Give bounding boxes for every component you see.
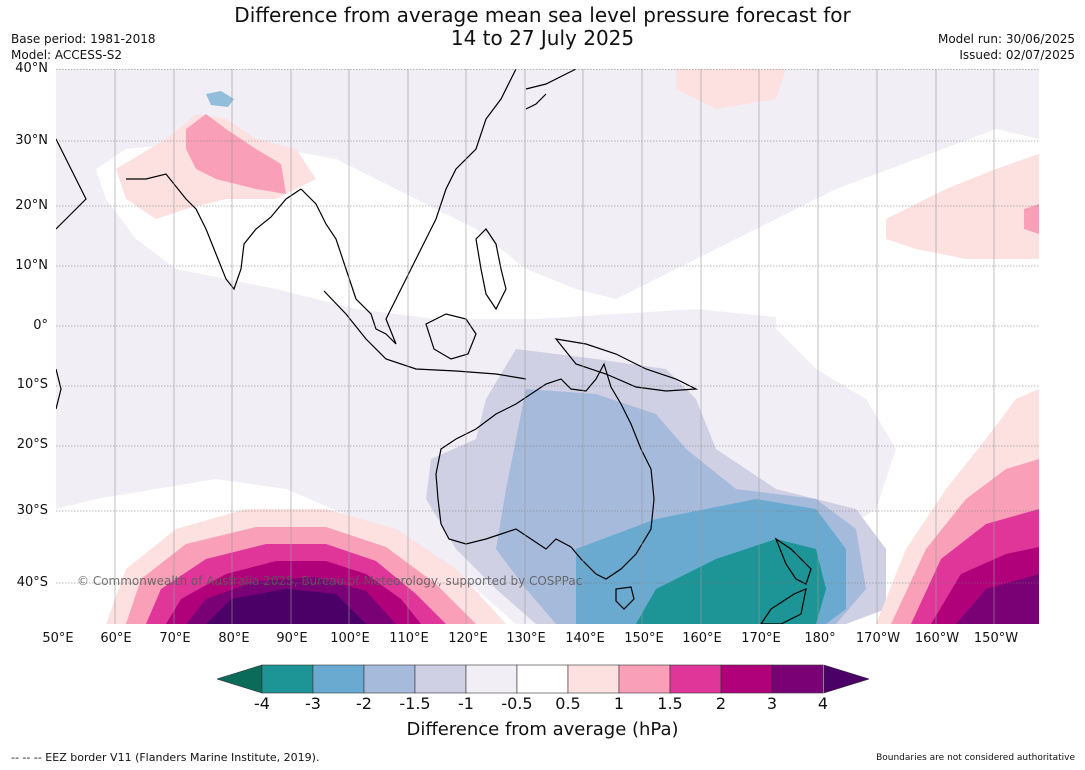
- issued-date: Issued: 02/07/2025: [959, 48, 1075, 62]
- colorbar-label-minus-4: -4: [254, 694, 270, 713]
- colorbar-label-minus-3: -3: [305, 694, 321, 713]
- lon-label-170w: 170°W: [855, 631, 901, 646]
- colorbar-label-minus-1: -1: [458, 694, 474, 713]
- model-name: Model: ACCESS-S2: [11, 48, 123, 62]
- borneo-coastline: [425, 313, 477, 360]
- map-panel: [56, 69, 1039, 624]
- colorbar-label-minus-1-5: -1.5: [399, 694, 431, 713]
- india-coastline: [126, 173, 302, 291]
- lon-label-50e: 50°E: [42, 631, 74, 646]
- colorbar-bin-9: [720, 664, 773, 694]
- colorbar-title: Difference from average (hPa): [406, 719, 679, 740]
- lat-label-30s: 30°S: [16, 503, 48, 518]
- map-title: Difference from average mean sea level p…: [0, 4, 1085, 50]
- anomaly-region-east-pacific-plus-0-5: [886, 154, 1039, 259]
- lon-label-70e: 70°E: [159, 631, 191, 646]
- colorbar-label-0-5: 0.5: [555, 694, 581, 713]
- colorbar-bin-5: [516, 664, 569, 694]
- colorbar-bin-4: [465, 664, 518, 694]
- arabia-coastline: [56, 138, 87, 230]
- new-zealand-coastline: [760, 537, 812, 624]
- colorbar-bin-2: [363, 664, 416, 694]
- anomaly-region-neutral-north: [96, 139, 1039, 319]
- anomaly-region-india-plus-1: [186, 114, 286, 194]
- philippines-coastline: [475, 228, 507, 311]
- boundary-disclaimer: Boundaries are not considered authoritat…: [876, 753, 1075, 763]
- lon-label-100e: 100°E: [330, 631, 370, 646]
- colorbar-bin-7: [618, 664, 671, 694]
- title-line-2: 14 to 27 July 2025: [450, 26, 635, 50]
- colorbar-label-4: 4: [817, 694, 829, 713]
- lat-label-40n: 40°N: [15, 61, 48, 76]
- colorbar-bin-10: [771, 664, 824, 694]
- anomaly-region-se-plus-3: [956, 574, 1039, 624]
- sumatra-java-coastline: [323, 290, 527, 380]
- australia-coastline: [435, 362, 655, 580]
- colorbar-bin-3: [414, 664, 467, 694]
- colorbar-bin-6: [567, 664, 620, 694]
- colorbar-label-2: 2: [715, 694, 727, 713]
- lon-label-170e: 170°E: [741, 631, 781, 646]
- lon-label-160w: 160°W: [914, 631, 960, 646]
- colorbar-bins: [261, 664, 824, 694]
- new-guinea-coastline: [554, 338, 699, 392]
- colorbar-label-minus-0-5: -0.5: [501, 694, 533, 713]
- title-line-1: Difference from average mean sea level p…: [234, 3, 851, 27]
- meridians: [114, 69, 995, 624]
- japan-coastline: [525, 69, 577, 110]
- anomaly-region-east-pacific-plus-1: [1024, 204, 1039, 234]
- lat-label-20n: 20°N: [15, 198, 48, 213]
- lat-label-10s: 10°S: [16, 377, 48, 392]
- colorbar-below-arrow: [217, 664, 263, 694]
- tasmania-coastline: [615, 586, 635, 610]
- colorbar-label-1-5: 1.5: [657, 694, 683, 713]
- lat-label-40s: 40°S: [16, 575, 48, 590]
- pressure-anomaly-map: [56, 69, 1039, 624]
- lon-label-110e: 110°E: [389, 631, 429, 646]
- colorbar-above-arrow: [823, 664, 869, 694]
- base-period: Base period: 1981-2018: [11, 32, 156, 46]
- colorbar-bin-1: [312, 664, 365, 694]
- meta-right: Model run: 30/06/2025 Issued: 02/07/2025: [938, 31, 1075, 63]
- anomaly-region-himalaya-negative: [206, 91, 234, 107]
- lon-label-150w: 150°W: [973, 631, 1019, 646]
- colorbar-bin-0: [261, 664, 314, 694]
- lon-label-130e: 130°E: [506, 631, 546, 646]
- lon-label-180: 180°: [804, 631, 836, 646]
- meta-left: Base period: 1981-2018 Model: ACCESS-S2: [11, 31, 156, 63]
- lon-label-140e: 140°E: [565, 631, 605, 646]
- colorbar-label-minus-2: -2: [356, 694, 372, 713]
- colorbar-label-1: 1: [613, 694, 625, 713]
- eez-note: -- -- -- EEZ border V11 (Flanders Marine…: [11, 751, 320, 764]
- model-run: Model run: 30/06/2025: [937, 32, 1075, 46]
- colorbar: [217, 664, 869, 694]
- lat-label-30n: 30°N: [15, 133, 48, 148]
- lat-label-0: 0°: [33, 318, 48, 333]
- lon-label-90e: 90°E: [276, 631, 308, 646]
- coastlines: [56, 69, 812, 624]
- lon-label-160e: 160°E: [682, 631, 722, 646]
- lon-label-150e: 150°E: [624, 631, 664, 646]
- copyright-notice: © Commonwealth of Australia 2025, Bureau…: [77, 574, 583, 588]
- madagascar-outline: [56, 368, 62, 410]
- lon-label-80e: 80°E: [218, 631, 250, 646]
- anomaly-region-north-pacific-plus-0-5: [676, 69, 786, 109]
- southeast-asia-coastline: [300, 69, 517, 345]
- lat-label-10n: 10°N: [15, 258, 48, 273]
- colorbar-label-3: 3: [766, 694, 778, 713]
- lon-label-120e: 120°E: [448, 631, 488, 646]
- lat-label-20s: 20°S: [16, 437, 48, 452]
- anomaly-region-minus-3: [636, 539, 826, 624]
- lon-label-60e: 60°E: [100, 631, 132, 646]
- anomaly-region-sw-plus-4: [206, 589, 366, 624]
- colorbar-bin-8: [669, 664, 722, 694]
- graticule: [56, 69, 1039, 584]
